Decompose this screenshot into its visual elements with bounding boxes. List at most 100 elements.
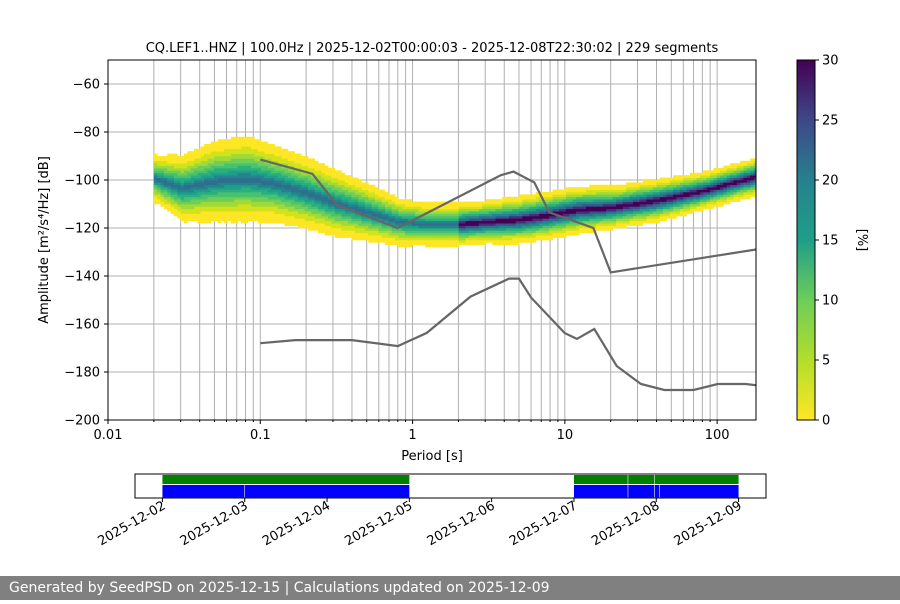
heatmap-cell [679, 201, 684, 205]
heatmap-cell [324, 230, 329, 234]
heatmap-cell [378, 206, 383, 210]
heatmap-cell [709, 199, 714, 202]
heatmap-cell [713, 194, 718, 198]
heatmap-cell [455, 225, 460, 229]
heatmap-cell [291, 206, 295, 210]
heatmap-cell [579, 196, 584, 200]
heatmap-cell [482, 228, 486, 231]
heatmap-cell [257, 218, 262, 222]
heatmap-cell [629, 218, 634, 222]
heatmap-cell [519, 225, 523, 229]
heatmap-cell [683, 182, 687, 186]
heatmap-cell [180, 199, 185, 202]
heatmap-cell [334, 184, 339, 188]
heatmap-cell [539, 223, 543, 226]
heatmap-cell [334, 192, 339, 195]
heatmap-cell [693, 177, 697, 181]
heatmap-cell [425, 218, 429, 222]
heatmap-cell [740, 192, 744, 195]
heatmap-cell [555, 228, 560, 231]
heatmap-cell [753, 189, 756, 193]
heatmap-cell [301, 192, 306, 195]
heatmap-cell [599, 211, 604, 214]
heatmap-cell [287, 201, 292, 205]
heatmap-cell [173, 156, 178, 159]
heatmap-cell [234, 141, 238, 145]
heatmap-cell [649, 184, 654, 188]
heatmap-cell [733, 163, 738, 166]
heatmap-cell [398, 206, 403, 210]
heatmap-cell [304, 213, 309, 217]
timeline-tick-label: 2025-12-07 [507, 498, 580, 549]
heatmap-cell [552, 216, 557, 219]
heatmap-cell [616, 216, 620, 219]
heatmap-cell [740, 182, 744, 186]
heatmap-cell [237, 170, 242, 174]
heatmap-cell [291, 201, 295, 205]
heatmap-cell [398, 240, 403, 243]
heatmap-cell [207, 194, 212, 198]
heatmap-cell [244, 180, 249, 183]
heatmap-cell [217, 216, 222, 219]
heatmap-cell [264, 151, 269, 154]
heatmap-cell [190, 216, 195, 219]
heatmap-cell [237, 136, 242, 140]
heatmap-cell [606, 184, 610, 188]
heatmap-cell [200, 177, 205, 181]
heatmap-cell [478, 240, 483, 243]
timeline-tick-label: 2025-12-04 [260, 498, 333, 549]
heatmap-cell [398, 232, 403, 236]
heatmap-cell [321, 218, 326, 222]
heatmap-cell [378, 218, 383, 222]
heatmap-cell [197, 201, 202, 205]
heatmap-cell [401, 220, 406, 224]
heatmap-cell [686, 175, 691, 178]
heatmap-cell [200, 196, 205, 200]
heatmap-cell [287, 192, 292, 195]
heatmap-cell [552, 196, 557, 200]
heatmap-cell [408, 199, 413, 202]
heatmap-cell [683, 189, 687, 193]
heatmap-cell [542, 235, 547, 238]
heatmap-cell [190, 196, 195, 200]
heatmap-cell [291, 199, 295, 202]
heatmap-cell [428, 216, 433, 219]
heatmap-cell [230, 141, 235, 145]
heatmap-cell [438, 213, 443, 217]
heatmap-cell [448, 237, 453, 241]
heatmap-cell [210, 184, 215, 188]
heatmap-cell [522, 232, 527, 236]
heatmap-cell [472, 204, 476, 207]
heatmap-cell [539, 237, 543, 241]
heatmap-cell [418, 220, 423, 224]
heatmap-cell [153, 189, 158, 193]
heatmap-cell [374, 235, 379, 238]
heatmap-cell [579, 225, 584, 229]
heatmap-cell [421, 232, 426, 236]
heatmap-cell [676, 184, 681, 188]
heatmap-cell [328, 180, 332, 183]
heatmap-cell [163, 194, 168, 198]
heatmap-cell [519, 218, 523, 222]
heatmap-cell [183, 158, 188, 162]
heatmap-cell [552, 194, 557, 198]
heatmap-cell [227, 187, 232, 190]
heatmap-cell [549, 201, 553, 205]
heatmap-cell [264, 153, 269, 157]
heatmap-cell [445, 218, 450, 222]
heatmap-cell [619, 201, 624, 205]
heatmap-cell [267, 170, 272, 174]
heatmap-cell [240, 211, 245, 214]
heatmap-cell [385, 196, 389, 200]
heatmap-cell [224, 163, 228, 166]
heatmap-cell [204, 218, 208, 222]
heatmap-cell [321, 206, 326, 210]
heatmap-cell [227, 196, 232, 200]
heatmap-cell [425, 201, 429, 205]
heatmap-cell [237, 172, 242, 176]
heatmap-cell [421, 223, 426, 226]
heatmap-cell [408, 244, 413, 248]
heatmap-cell [163, 165, 168, 169]
heatmap-cell [488, 223, 493, 226]
heatmap-cell [291, 160, 295, 164]
